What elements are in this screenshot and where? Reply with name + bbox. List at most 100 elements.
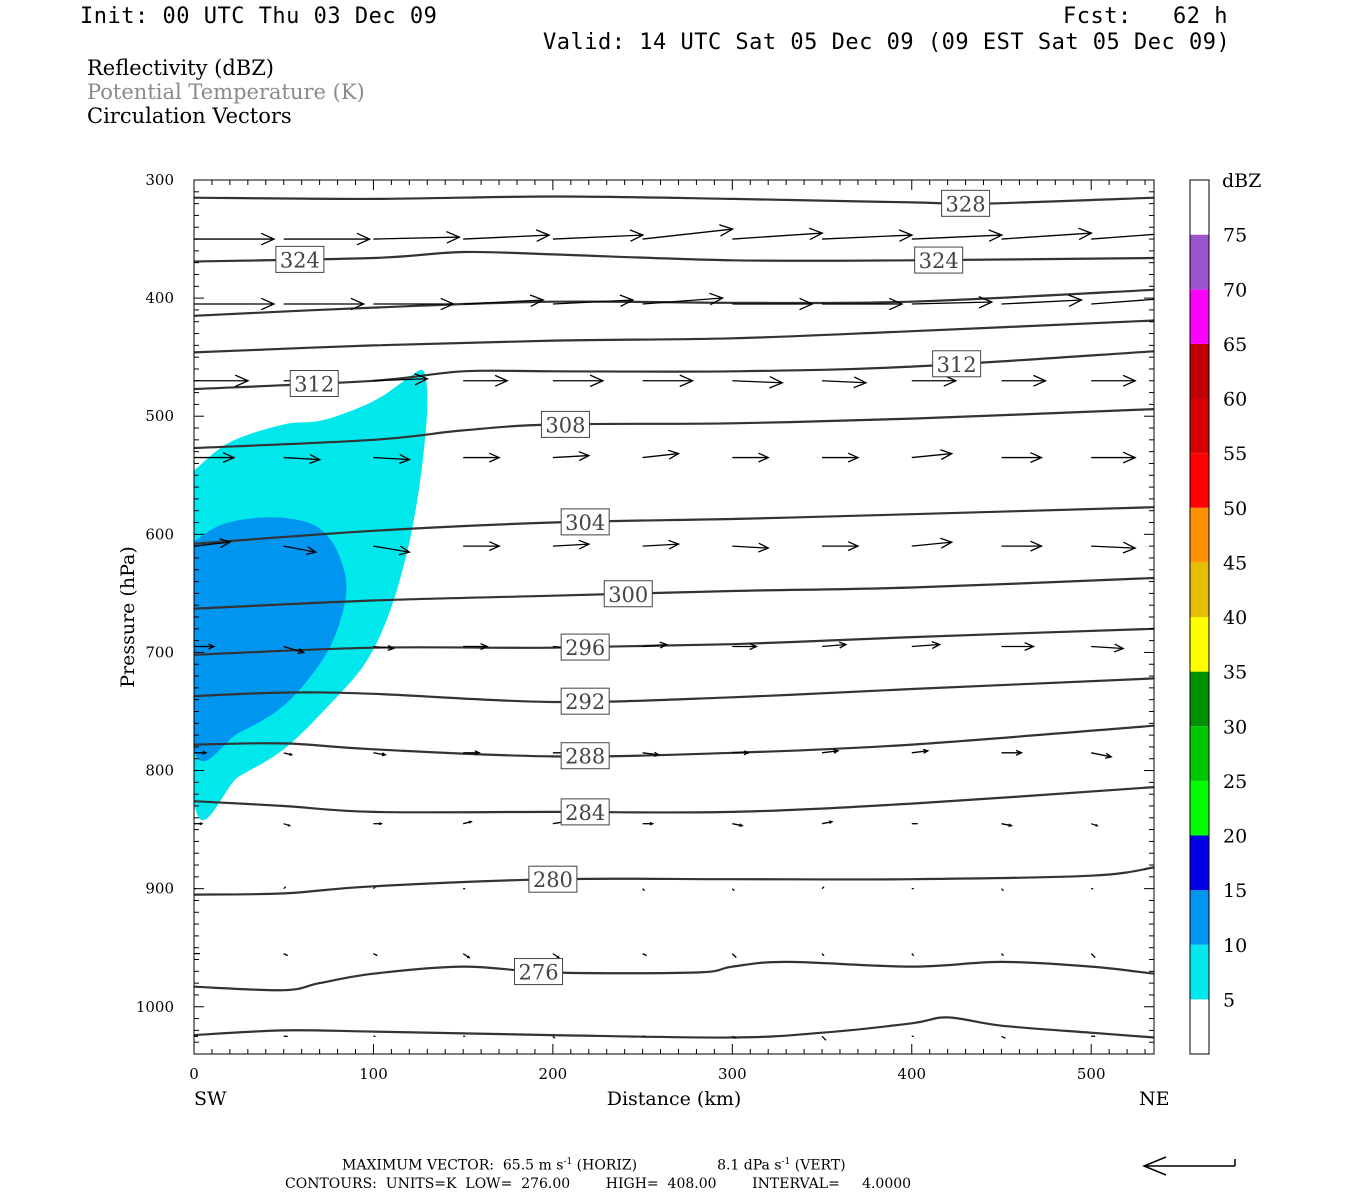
x-end-right-label: NE xyxy=(1139,1088,1170,1110)
circulation-vector xyxy=(552,374,605,388)
contour-label-box-308 xyxy=(540,410,590,438)
circulation-vector xyxy=(1091,541,1137,554)
colorbar-title: dBZ xyxy=(1222,170,1261,192)
circulation-vector xyxy=(732,1035,737,1039)
circulation-vector xyxy=(911,953,915,957)
circulation-vector xyxy=(194,452,236,463)
reflectivity-layer xyxy=(194,369,428,821)
y-tick-label: 400 xyxy=(145,289,174,307)
circulation-vector xyxy=(1091,451,1137,464)
circulation-vector xyxy=(1001,823,1014,828)
colorbar-level-label: 5 xyxy=(1223,989,1235,1011)
contour-label-324: 324 xyxy=(919,249,959,273)
theta-contour-272 xyxy=(194,1016,1154,1039)
colorbar-level-label: 35 xyxy=(1223,662,1247,684)
footer-max-vector: MAXIMUM VECTOR: 65.5 m s-1 (HORIZ) 8.1 dP… xyxy=(342,1157,846,1174)
y-tick-label: 700 xyxy=(145,643,174,661)
circulation-vector xyxy=(194,538,232,549)
field-vectors: Circulation Vectors xyxy=(87,104,292,128)
circulation-vector xyxy=(283,454,322,465)
reference-vector xyxy=(1142,1156,1236,1176)
circulation-vector xyxy=(642,292,725,306)
circulation-vector xyxy=(552,229,645,242)
colorbar-swatch xyxy=(1190,180,1209,235)
circulation-vector xyxy=(822,297,904,311)
circulation-vector xyxy=(1001,888,1004,892)
theta-contour-276 xyxy=(194,960,1154,992)
colorbar: 5 10 15 20 25 30 35 40 45 50 55 60 65 70 75 dBZ xyxy=(1189,170,1261,1055)
colorbar-level-label: 50 xyxy=(1223,498,1247,520)
contour-label-box-280 xyxy=(528,865,578,893)
colorbar-level-label: 25 xyxy=(1223,771,1247,793)
y-tick-label: 500 xyxy=(145,407,174,425)
x-axis-label: Distance (km) xyxy=(607,1088,742,1110)
reference-vector-head xyxy=(1142,1156,1167,1176)
circulation-vector xyxy=(911,748,930,754)
circulation-vector xyxy=(1001,953,1004,957)
contour-label-312: 312 xyxy=(937,353,977,377)
circulation-vector xyxy=(552,294,635,307)
circulation-vector xyxy=(463,374,509,387)
circulation-vector xyxy=(642,751,661,757)
colorbar-swatch xyxy=(1190,453,1209,508)
circulation-vector xyxy=(642,224,735,240)
circulation-vector xyxy=(373,644,395,652)
circulation-vector xyxy=(194,297,276,311)
axis-ticks: 0 100 200 300 400 500 300 400 500 600 700 800 900 100… xyxy=(136,171,1154,1083)
contour-label-layer: 328 324 324 312 312 308 304 300 296 292 288 284 280 2… xyxy=(275,189,991,986)
circulation-vector xyxy=(1001,1035,1006,1039)
circulation-vector xyxy=(731,888,735,892)
contour-label-box-328 xyxy=(941,189,991,217)
circulation-vector xyxy=(911,295,994,309)
theta-contour-300 xyxy=(194,576,1154,610)
colorbar-level-label: 75 xyxy=(1223,225,1247,247)
circulation-vector xyxy=(373,297,455,311)
circulation-vector xyxy=(373,454,411,465)
x-end-left-label: SW xyxy=(194,1088,227,1110)
colorbar-level-label: 40 xyxy=(1223,607,1247,629)
colorbar-swatch xyxy=(1190,507,1209,563)
circulation-vector xyxy=(463,541,501,552)
circulation-vector xyxy=(732,376,784,389)
circulation-vector xyxy=(732,823,744,828)
y-tick-label: 600 xyxy=(145,525,174,543)
circulation-vector xyxy=(911,449,954,461)
circulation-vector xyxy=(462,953,471,959)
colorbar-level-label: 30 xyxy=(1223,716,1247,738)
colorbar-frame xyxy=(1189,179,1210,1055)
footer-max-horiz: MAXIMUM VECTOR: 65.5 m s xyxy=(342,1157,564,1174)
circulation-vector xyxy=(732,227,824,241)
circulation-vector xyxy=(642,374,695,388)
circulation-vector xyxy=(642,953,647,957)
circulation-vector xyxy=(283,232,372,246)
circulation-vector xyxy=(463,820,473,825)
colorbar-swatch xyxy=(1190,726,1209,781)
circulation-vector xyxy=(1001,374,1048,387)
contour-label-box-288 xyxy=(560,742,610,770)
circulation-vector xyxy=(373,231,461,244)
colorbar-swatch xyxy=(1190,398,1209,454)
theta-contour-320 xyxy=(194,288,1154,317)
theta-contour-280 xyxy=(194,866,1154,896)
circulation-vector xyxy=(552,1035,556,1039)
circulation-vector xyxy=(552,539,591,550)
circulation-vector xyxy=(1001,227,1094,241)
circulation-vector xyxy=(373,752,387,757)
y-tick-label: 800 xyxy=(145,762,174,780)
circulation-vector xyxy=(1001,294,1084,307)
x-tick-label: 400 xyxy=(897,1065,926,1083)
y-axis-label: Pressure (hPa) xyxy=(117,546,139,688)
circulation-vector xyxy=(1091,233,1154,240)
contour-label-box-312 xyxy=(289,370,339,398)
contour-label-box-304 xyxy=(560,508,610,536)
circulation-vector xyxy=(1001,540,1044,552)
circulation-vector xyxy=(732,452,770,463)
x-tick-label: 300 xyxy=(718,1065,747,1083)
colorbar-swatch xyxy=(1190,562,1209,617)
forecast-hour: Fcst: 62 h xyxy=(1063,4,1228,29)
contour-label-300: 300 xyxy=(608,583,648,607)
circulation-vector xyxy=(911,537,954,549)
y-tick-label: 300 xyxy=(145,171,174,189)
circulation-vector xyxy=(822,376,868,389)
